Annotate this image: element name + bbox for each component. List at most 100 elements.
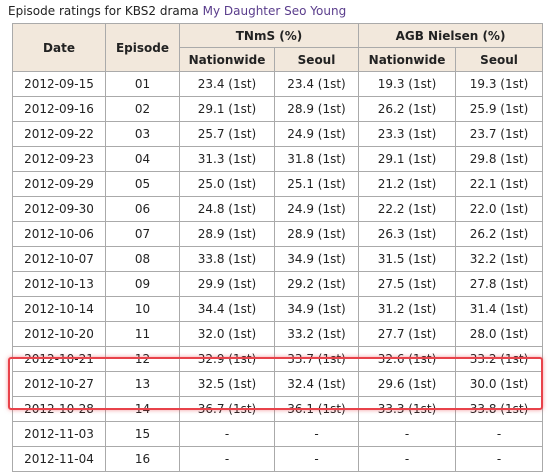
cell-episode: 02 (105, 96, 180, 122)
cell-agb-seoul: 19.3 (1st) (455, 71, 544, 97)
cell-date: 2012-11-04 (12, 446, 106, 472)
cell-agb-seoul: 31.4 (1st) (455, 296, 544, 322)
header-tnms-seoul: Seoul (273, 47, 360, 72)
cell-episode: 01 (105, 71, 180, 97)
cell-date: 2012-09-30 (12, 196, 106, 222)
cell-tnms-nationwide: 29.1 (1st) (179, 96, 275, 122)
cell-date: 2012-10-14 (12, 296, 106, 322)
table-row: 2012-11-03 15- - - - (12, 421, 544, 447)
ratings-table: Date Episode TNmS (%) AGB Nielsen (%) Na… (12, 23, 544, 472)
cell-tnms-nationwide: - (179, 446, 275, 472)
cell-date: 2012-10-27 (12, 371, 106, 397)
cell-tnms-nationwide: 32.0 (1st) (179, 321, 275, 347)
cell-agb-seoul: 28.0 (1st) (455, 321, 544, 347)
header-tnms: TNmS (%) (178, 23, 360, 48)
cell-agb-seoul: - (455, 446, 544, 472)
cell-agb-nationwide: 29.6 (1st) (358, 371, 457, 397)
cell-date: 2012-10-13 (12, 271, 106, 297)
cell-agb-seoul: 33.2 (1st) (455, 346, 544, 372)
cell-agb-seoul: - (455, 421, 544, 447)
cell-tnms-nationwide: 32.9 (1st) (179, 346, 275, 372)
cell-date: 2012-09-29 (12, 171, 106, 197)
cell-episode: 12 (105, 346, 180, 372)
header-row-2: Nationwide Seoul Nationwide Seoul (13, 47, 544, 72)
cell-agb-nationwide: 21.2 (1st) (358, 171, 457, 197)
table-row: 2012-09-22 03 25.7 (1st) 24.9 (1st) 23.3 (1s… (12, 121, 544, 147)
header-agb-seoul: Seoul (455, 47, 544, 72)
cell-date: 2012-10-06 (12, 221, 106, 247)
cell-date: 2012-10-28 (12, 396, 106, 422)
drama-title-link[interactable]: My Daughter Seo Young (202, 4, 347, 18)
cell-tnms-nationwide: 25.0 (1st) (179, 171, 275, 197)
cell-episode: 11 (105, 321, 180, 347)
cell-tnms-seoul: 36.1 (1st) (273, 396, 360, 422)
cell-episode: 04 (105, 146, 180, 172)
cell-tnms-nationwide: 33.8 (1st) (179, 246, 275, 272)
cell-episode: 16 (105, 446, 180, 472)
cell-agb-nationwide: 26.3 (1st) (358, 221, 457, 247)
header-tnms-nationwide: Nationwide (179, 47, 275, 72)
header-date: Date (12, 23, 106, 72)
cell-tnms-seoul: 31.8 (1st) (273, 146, 360, 172)
cell-tnms-seoul: - (273, 446, 360, 472)
cell-agb-nationwide: 27.7 (1st) (358, 321, 457, 347)
cell-agb-seoul: 30.0 (1st) (455, 371, 544, 397)
header-row-1: Date Episode TNmS (%) AGB Nielsen (%) (12, 23, 544, 72)
header-agb-nationwide: Nationwide (358, 47, 457, 72)
table-row: 2012-10-20 11 32.0 (1st) 33.2 (1st) 27.7 (1s… (12, 321, 544, 347)
cell-episode: 06 (105, 196, 180, 222)
table-row: 2012-09-15 01 23.4 (1st) 23.4 (1st) 19.3 (1s… (12, 71, 544, 97)
cell-agb-seoul: 33.8 (1st) (455, 396, 544, 422)
cell-agb-nationwide: 31.2 (1st) (358, 296, 457, 322)
cell-tnms-seoul: 23.4 (1st) (273, 71, 360, 97)
cell-tnms-seoul: - (273, 421, 360, 447)
table-caption: Episode ratings for KBS2 drama My Daught… (8, 2, 346, 20)
table-row: 2012-09-30 06 24.8 (1st) 24.9 (1st) 22.2 (1s… (12, 196, 544, 222)
cell-agb-nationwide: 22.2 (1st) (358, 196, 457, 222)
cell-episode: 03 (105, 121, 180, 147)
table-row: 2012-10-06 07 28.9 (1st) 28.9 (1st) 26.3 (1s… (12, 221, 544, 247)
cell-tnms-nationwide: 25.7 (1st) (179, 121, 275, 147)
table-row: 2012-11-04 16- - - - (12, 446, 544, 472)
cell-agb-nationwide: 31.5 (1st) (358, 246, 457, 272)
cell-tnms-nationwide: 36.7 (1st) (179, 396, 275, 422)
cell-tnms-nationwide: 32.5 (1st) (179, 371, 275, 397)
cell-episode: 08 (105, 246, 180, 272)
table-row: 2012-10-21 12 32.9 (1st) 33.7 (1st) 32.6 (1s… (12, 346, 544, 372)
cell-tnms-nationwide: 29.9 (1st) (179, 271, 275, 297)
cell-tnms-nationwide: - (179, 421, 275, 447)
ratings-body: 2012-09-15 01 23.4 (1st) 23.4 (1st) 19.3 (1s… (12, 71, 544, 472)
cell-agb-seoul: 23.7 (1st) (455, 121, 544, 147)
cell-episode: 07 (105, 221, 180, 247)
table-row: 2012-10-07 08 33.8 (1st) 34.9 (1st) 31.5 (1s… (12, 246, 544, 272)
cell-agb-seoul: 22.0 (1st) (455, 196, 544, 222)
cell-agb-seoul: 26.2 (1st) (455, 221, 544, 247)
cell-date: 2012-10-20 (12, 321, 106, 347)
cell-date: 2012-09-22 (12, 121, 106, 147)
cell-agb-nationwide: 26.2 (1st) (358, 96, 457, 122)
cell-episode: 14 (105, 396, 180, 422)
cell-agb-nationwide: - (358, 421, 457, 447)
cell-tnms-seoul: 24.9 (1st) (273, 121, 360, 147)
cell-tnms-seoul: 34.9 (1st) (273, 246, 360, 272)
cell-tnms-seoul: 25.1 (1st) (273, 171, 360, 197)
cell-episode: 09 (105, 271, 180, 297)
cell-episode: 15 (105, 421, 180, 447)
cell-date: 2012-11-03 (12, 421, 106, 447)
cell-date: 2012-09-15 (12, 71, 106, 97)
table-row: 2012-10-28 14 36.7 (1st) 36.1 (1st) 33.3 (1s… (12, 396, 544, 422)
cell-tnms-nationwide: 28.9 (1st) (179, 221, 275, 247)
cell-tnms-seoul: 33.7 (1st) (273, 346, 360, 372)
cell-episode: 13 (105, 371, 180, 397)
header-agb: AGB Nielsen (%) (358, 23, 544, 48)
cell-agb-nationwide: 19.3 (1st) (358, 71, 457, 97)
cell-agb-nationwide: 29.1 (1st) (358, 146, 457, 172)
cell-date: 2012-10-21 (12, 346, 106, 372)
cell-tnms-nationwide: 24.8 (1st) (179, 196, 275, 222)
cell-agb-nationwide: 33.3 (1st) (358, 396, 457, 422)
table-row: 2012-10-14 10 34.4 (1st) 34.9 (1st) 31.2 (1s… (12, 296, 544, 322)
table-row: 2012-10-27 13 32.5 (1st) 32.4 (1st) 29.6 (1s… (12, 371, 544, 397)
cell-episode: 10 (105, 296, 180, 322)
cell-agb-nationwide: - (358, 446, 457, 472)
cell-tnms-seoul: 24.9 (1st) (273, 196, 360, 222)
